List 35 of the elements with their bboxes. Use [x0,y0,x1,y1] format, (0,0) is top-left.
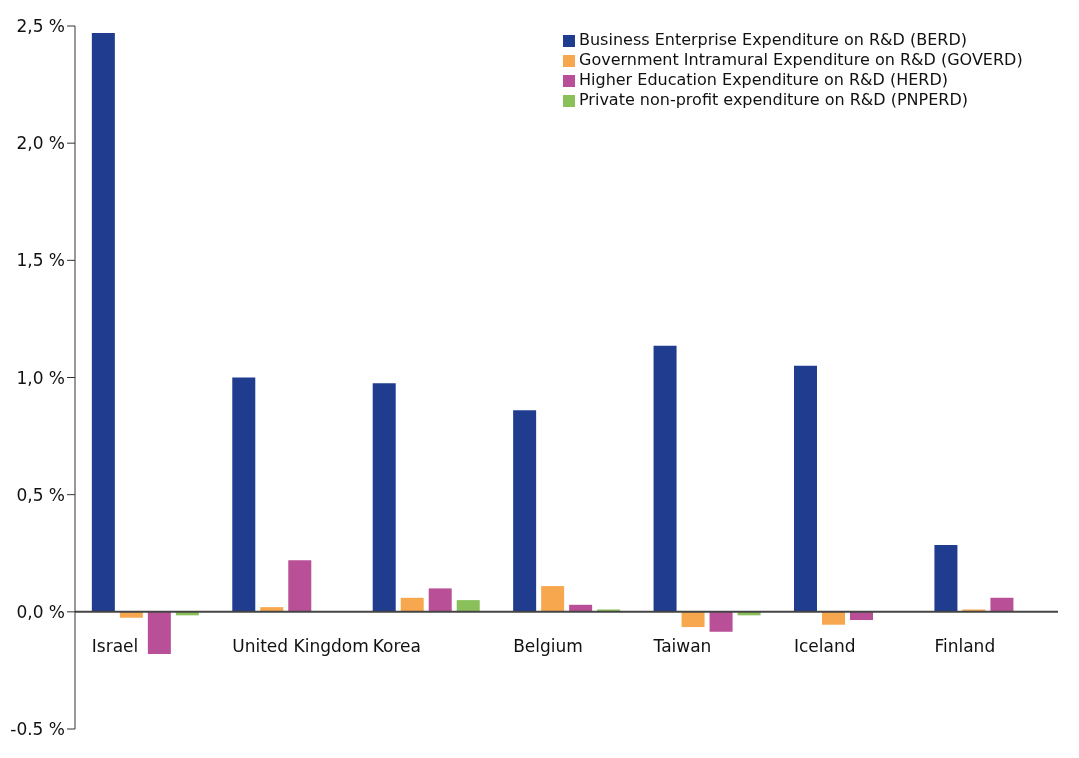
y-tick-label: -0.5 % [10,719,65,740]
legend-label: Business Enterprise Expenditure on R&D (BERD) [579,30,967,49]
x-tick-label: Taiwan [652,635,712,656]
y-tick-label: 0,0 % [16,601,65,622]
bar [372,383,396,612]
bar [681,611,705,628]
legend-label: Private non-profit expenditure on R&D (PNPERD) [579,90,968,109]
bar [288,560,312,612]
x-tick-label: Korea [372,635,421,656]
x-tick-label: Finland [934,635,996,656]
legend-label: Higher Education Expenditure on R&D (HERD) [579,70,948,89]
x-tick-label: Israel [91,635,139,656]
bar [541,586,565,612]
x-tick-label: Iceland [793,635,856,656]
x-tick-label: Belgium [513,635,583,656]
bar [821,611,845,625]
y-tick-label: 2,5 % [16,16,65,37]
bar [793,365,817,612]
bar [91,33,115,612]
bar [513,410,537,612]
y-tick-label: 0,5 % [16,484,65,505]
bar [232,377,256,612]
y-tick-label: 1,5 % [16,250,65,271]
bar [147,611,171,655]
y-tick-label: 2,0 % [16,133,65,154]
bar [428,588,452,612]
bar [990,597,1014,612]
bar [456,600,480,612]
legend-label: Government Intramural Expenditure on R&D (GOVERD) [579,50,1023,69]
bar [653,345,677,612]
y-tick-label: 1,0 % [16,367,65,388]
bar [400,597,424,612]
bar [934,545,958,612]
x-tick-label: United Kingdom [232,635,369,656]
bar [709,611,733,632]
